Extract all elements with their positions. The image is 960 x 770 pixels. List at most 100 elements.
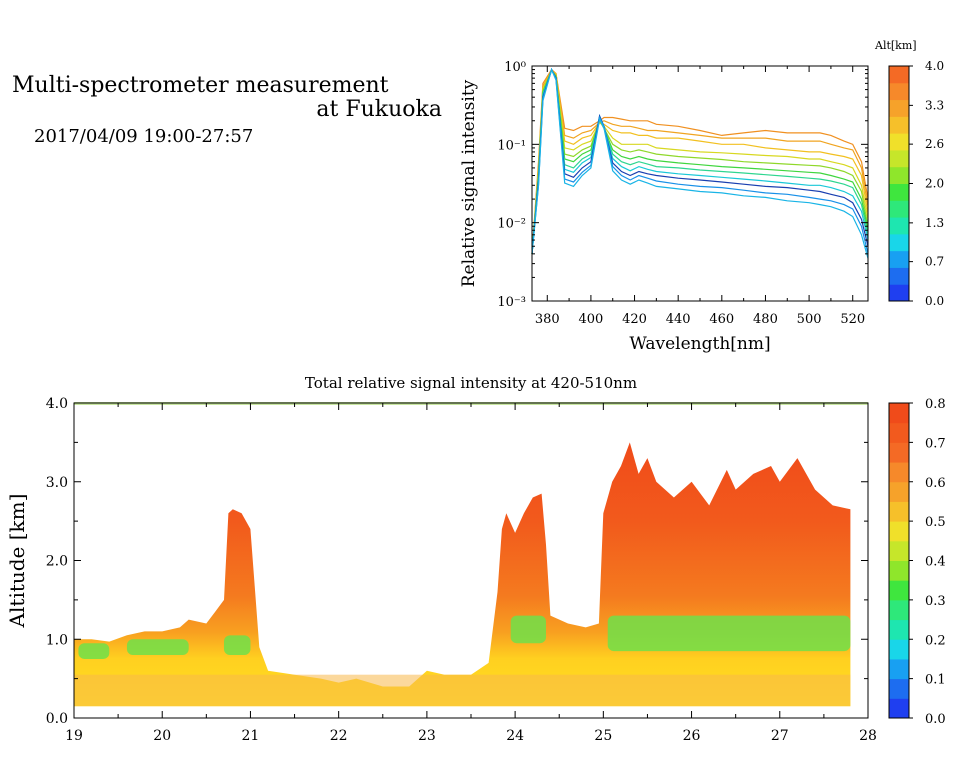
x-tick-label: 400 [578,312,603,327]
date-range: 2017/04/09 19:00-27:57 [34,126,254,147]
colorbar-segment [889,99,909,117]
colorbar-segment [889,698,909,719]
colorbar-segment [889,116,909,134]
y-tick-label: 10⁻² [497,217,526,232]
colorbar-tick-label: 0.2 [925,633,946,648]
cloud-region [74,442,851,707]
colorbar-segment [889,639,909,660]
colorbar-segment [889,149,909,168]
x-tick-label: 500 [797,312,822,327]
colorbar-segment [889,66,909,84]
spectrum-series-5 [531,69,869,254]
colorbar-segment [889,82,909,101]
y-tick-label: 2.0 [46,554,68,570]
colorbar-segment [889,422,909,443]
y-tick-label: 10⁰ [504,60,526,75]
x-tick-label: 26 [683,728,701,744]
colorbar-segment [889,462,909,483]
spectrum-series-4 [531,69,869,254]
green-layer-1 [126,639,189,655]
x-tick-label: 24 [506,728,524,744]
colorbar-segment [889,599,909,621]
altitude-time-heatmap: 19 20 21 22 23 24 25 26 27 28 0.0 1.0 2.0 3.0 4.0 Total… [5,374,946,744]
x-tick-label: 480 [753,312,778,327]
green-layer-2 [223,635,251,655]
colorbar-segment [889,250,909,268]
y-tick-label: 10⁻¹ [497,138,526,153]
colorbar-segment [889,560,909,581]
x-tick-label: 520 [840,312,865,327]
chart-title: Multi-spectrometer measurement at Fukuok… [12,74,442,122]
spectrum-series-9 [531,67,869,254]
title-line-2: at Fukuoka [316,97,442,122]
boundary-layer-band [74,674,851,707]
colorbar-tick-label: 0.6 [925,476,946,491]
x-tick-label: 21 [242,728,260,744]
y-tick-label: 10⁻³ [497,295,526,310]
y-tick-label: 0.0 [46,711,68,727]
colorbar-tick-label: 0.3 [925,594,946,609]
y-tick-label: 3.0 [46,475,68,491]
colorbar-tick-label: 0.7 [925,436,946,451]
colorbar-segment [889,540,909,561]
colorbar-tick-label: 4.0 [925,59,944,73]
x-tick-label: 28 [859,728,877,744]
spectrum-series-6 [531,68,869,254]
colorbar-segment [889,580,909,601]
x-tick-label: 380 [535,312,560,327]
y-axis-label: Relative signal intensity [459,79,479,287]
title-line-1: Multi-spectrometer measurement [12,73,389,98]
colorbar-segment [889,442,909,463]
green-layer-3 [510,615,546,644]
colorbar-segment [889,133,909,151]
colorbar-segment [889,403,909,424]
colorbar-segment [889,233,909,252]
colorbar-tick-label: 0.1 [925,673,946,688]
spectrum-chart: 380 400 420 440 460 480 500 520 10⁻³ 10⁻² 10⁻¹ 10⁰ W… [459,39,944,354]
colorbar-title: Alt[km] [874,39,917,52]
green-layer-0 [78,643,110,659]
colorbar-tick-label: 0.4 [925,555,946,570]
colorbar-segment [889,166,909,184]
spectrum-series-1 [531,69,869,254]
x-tick-label: 420 [622,312,647,327]
x-tick-label: 460 [709,312,734,327]
colorbar-segment [889,183,909,201]
colorbar-segment [889,200,909,218]
x-axis-label: Wavelength[nm] [629,334,770,354]
spectrum-series-10 [531,67,869,259]
spectrum-series-3 [531,69,869,254]
x-tick-label: 23 [418,728,436,744]
x-tick-label: 20 [153,728,171,744]
colorbar-tick-label: 2.6 [925,137,944,151]
spectrum-series-2 [531,69,869,254]
colorbar-segment [889,267,909,285]
colorbar-segment [889,284,909,302]
spectrum-series-0 [531,68,869,254]
y-axis-label: Altitude [km] [5,494,29,629]
colorbar-tick-label: 2.0 [925,177,944,191]
colorbar-tick-label: 0.8 [925,397,946,412]
green-layer-4 [607,615,851,652]
colorbar-segment [889,481,909,502]
spectrum-series-7 [531,68,869,254]
colorbar-segment [889,619,909,640]
x-tick-label: 27 [771,728,789,744]
colorbar-tick-label: 0.0 [925,712,946,727]
spectrum-series-8 [531,68,869,254]
colorbar-segment [889,501,909,522]
x-tick-label: 19 [65,728,83,744]
colorbar-tick-label: 0.0 [925,294,944,308]
colorbar-segment [889,217,909,235]
colorbar-tick-label: 0.5 [925,515,946,530]
colorbar-tick-label: 1.3 [925,216,944,230]
colorbar-tick-label: 3.3 [925,98,944,112]
x-tick-label: 25 [594,728,612,744]
x-tick-label: 22 [330,728,348,744]
colorbar-tick-label: 0.7 [925,255,944,269]
spectrum-plot-frame [531,65,869,302]
y-tick-label: 4.0 [46,396,68,412]
y-tick-label: 1.0 [46,632,68,648]
colorbar-segment [889,678,909,699]
colorbar-segment [889,521,909,542]
